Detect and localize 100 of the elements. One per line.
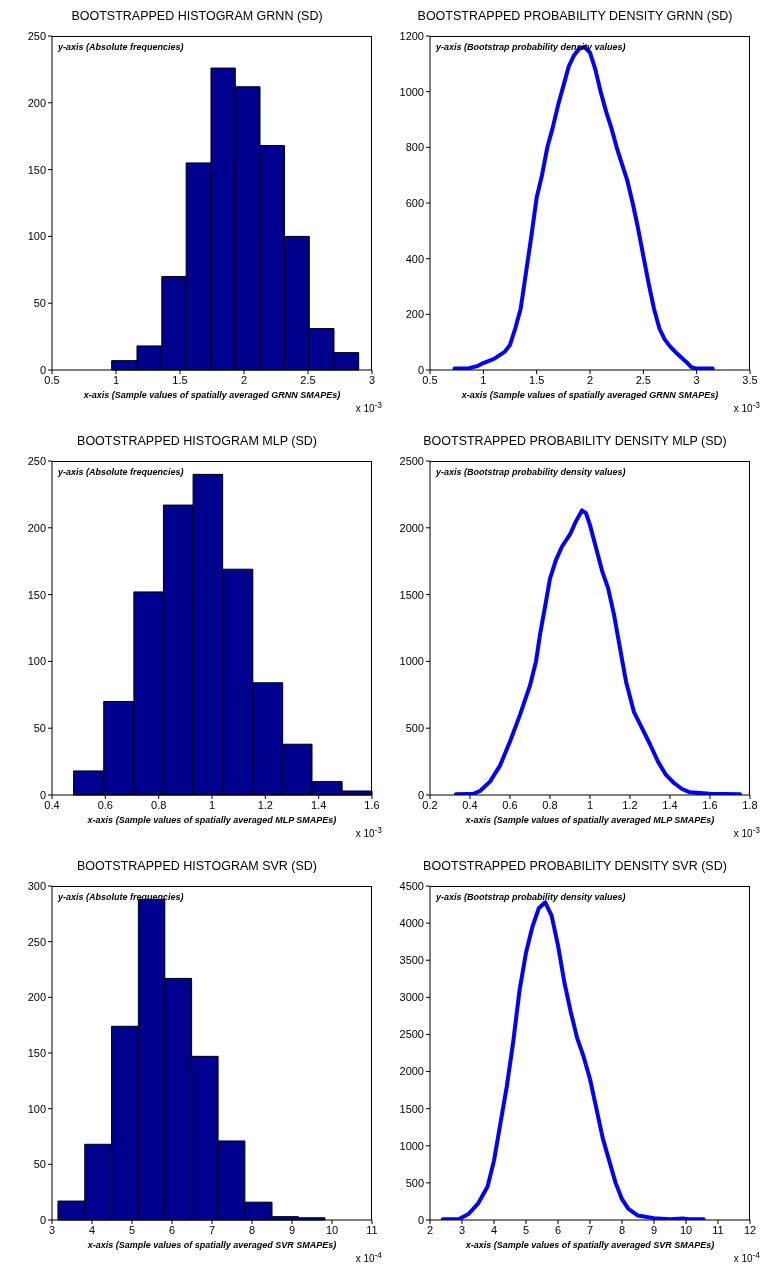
chart-title: BOOTSTRAPPED HISTOGRAM SVR (SD): [75, 858, 319, 875]
y-tick-label: 50: [33, 297, 46, 310]
x-axis-title: x-axis (Sample values of spatially averaged SVR SMAPEs): [86, 1240, 338, 1250]
x-tick-label: 0.8: [151, 798, 167, 811]
chart-title: BOOTSTRAPPED HISTOGRAM MLP (SD): [76, 433, 318, 450]
x-tick-label: 10: [679, 1223, 693, 1236]
y-tick-label: 200: [27, 991, 46, 1004]
x-tick-label: 8: [618, 1223, 626, 1236]
y-tick-label: 4000: [399, 917, 424, 930]
text: x 10$^{-4}$: [732, 1250, 761, 1265]
x-tick-label: 10: [325, 1223, 339, 1236]
y-tick-label: 100: [27, 1102, 46, 1115]
y-tick-label: 1500: [399, 588, 424, 601]
x-tick-label: 1.5: [529, 373, 545, 386]
y-tick-label: 250: [27, 29, 46, 42]
x-tick-label: 6: [554, 1223, 562, 1236]
x-tick-label: 3: [458, 1223, 466, 1236]
y-axis-title: y-axis (Absolute frequencies): [58, 892, 184, 902]
x-tick-label: 1.5: [172, 373, 188, 386]
x-tick-label: 1: [112, 373, 120, 386]
x-axis-title: x-axis (Sample values of spatially averaged MLP SMAPEs): [86, 815, 338, 825]
y-tick-label: 2500: [399, 1028, 424, 1041]
x-tick-label: 0.6: [502, 798, 518, 811]
y-tick-label: 2000: [399, 521, 424, 534]
x-tick-label: 2: [586, 373, 594, 386]
x-tick-label: 1: [480, 373, 487, 386]
x-tick-label: 0.6: [97, 798, 113, 811]
x-tick-label: 11: [712, 1223, 724, 1236]
text: x 10$^{-3}$: [732, 825, 761, 840]
y-tick-label: 500: [405, 722, 424, 735]
y-tick-label: 200: [405, 308, 424, 321]
y-tick-label: 1500: [399, 1102, 424, 1115]
y-tick-label: 250: [27, 454, 46, 467]
x-tick-label: 8: [248, 1223, 256, 1236]
x-tick-label: 11: [366, 1223, 378, 1236]
x-tick-label: 12: [743, 1223, 757, 1236]
y-tick-label: 0: [417, 1213, 424, 1226]
x-tick-label: 3.5: [742, 373, 758, 386]
y-tick-label: 100: [27, 655, 46, 668]
line-series: [454, 508, 742, 795]
y-tick-label: 1200: [399, 29, 424, 42]
x-tick-label: 0.5: [44, 373, 60, 386]
y-tick-label: 0: [417, 788, 424, 801]
x-tick-label: 3: [48, 1223, 56, 1236]
x-tick-label: 9: [288, 1223, 296, 1236]
y-tick-label: 300: [27, 879, 46, 892]
x-tick-label: 2.5: [300, 373, 316, 386]
x-axis-title: x-axis (Sample values of spatially averaged MLP SMAPEs): [464, 815, 716, 825]
y-tick-label: 50: [33, 722, 46, 735]
x-tick-label: 2.5: [635, 373, 651, 386]
y-axis-title: y-axis (Absolute frequencies): [58, 467, 184, 477]
text: x 10$^{-3}$: [354, 825, 383, 840]
y-axis-title: y-axis (Bootstrap probability density values): [436, 892, 626, 902]
y-tick-label: 150: [27, 588, 46, 601]
x-tick-label: 3: [368, 373, 376, 386]
y-tick-label: 0: [417, 363, 424, 376]
x-tick-label: 1.2: [257, 798, 273, 811]
x-tick-label: 1: [208, 798, 216, 811]
x-tick-label: 6: [168, 1223, 176, 1236]
x-tick-label: 5: [128, 1223, 136, 1236]
text: x 10$^{-3}$: [732, 400, 761, 415]
x-tick-label: 2: [240, 373, 248, 386]
y-tick-label: 500: [405, 1176, 424, 1189]
x-tick-label: 1.4: [662, 798, 678, 811]
y-tick-label: 3000: [399, 991, 424, 1004]
x-tick-label: 0.4: [44, 798, 60, 811]
x-tick-label: 3: [693, 373, 700, 386]
line-series: [440, 900, 706, 1220]
x-tick-label: 1.6: [364, 798, 380, 811]
y-tick-label: 600: [405, 196, 424, 209]
y-tick-label: 50: [33, 1158, 46, 1171]
x-tick-label: 1: [586, 798, 594, 811]
y-tick-label: 3500: [399, 954, 424, 967]
y-tick-label: 4500: [399, 879, 424, 892]
y-tick-label: 800: [405, 141, 424, 154]
y-tick-label: 250: [27, 935, 46, 948]
y-axis-title: y-axis (Absolute frequencies): [58, 42, 184, 52]
text: x 10$^{-4}$: [354, 1250, 383, 1265]
x-axis-title: x-axis (Sample values of spatially averaged GRNN SMAPEs): [82, 390, 342, 400]
x-tick-label: 1.2: [622, 798, 638, 811]
y-tick-label: 200: [27, 96, 46, 109]
y-tick-label: 200: [27, 521, 46, 534]
x-tick-label: 7: [208, 1223, 216, 1236]
x-tick-label: 4: [88, 1223, 96, 1236]
y-tick-label: 0: [39, 1213, 46, 1226]
y-tick-label: 2000: [399, 1065, 424, 1078]
y-tick-label: 1000: [399, 1139, 424, 1152]
x-tick-label: 0.2: [422, 798, 438, 811]
x-tick-label: 0.8: [542, 798, 558, 811]
x-tick-label: 9: [650, 1223, 658, 1236]
x-tick-label: 2: [426, 1223, 434, 1236]
y-tick-label: 100: [27, 230, 46, 243]
y-tick-label: 150: [27, 163, 46, 176]
y-tick-label: 150: [27, 1046, 46, 1059]
y-tick-label: 2500: [399, 454, 424, 467]
y-tick-label: 0: [39, 363, 46, 376]
x-tick-label: 7: [586, 1223, 594, 1236]
x-axis-title: x-axis (Sample values of spatially averaged GRNN SMAPEs): [460, 390, 720, 400]
chart-title: BOOTSTRAPPED PROBABILITY DENSITY GRNN (SD): [416, 8, 734, 25]
x-tick-label: 1.6: [702, 798, 718, 811]
